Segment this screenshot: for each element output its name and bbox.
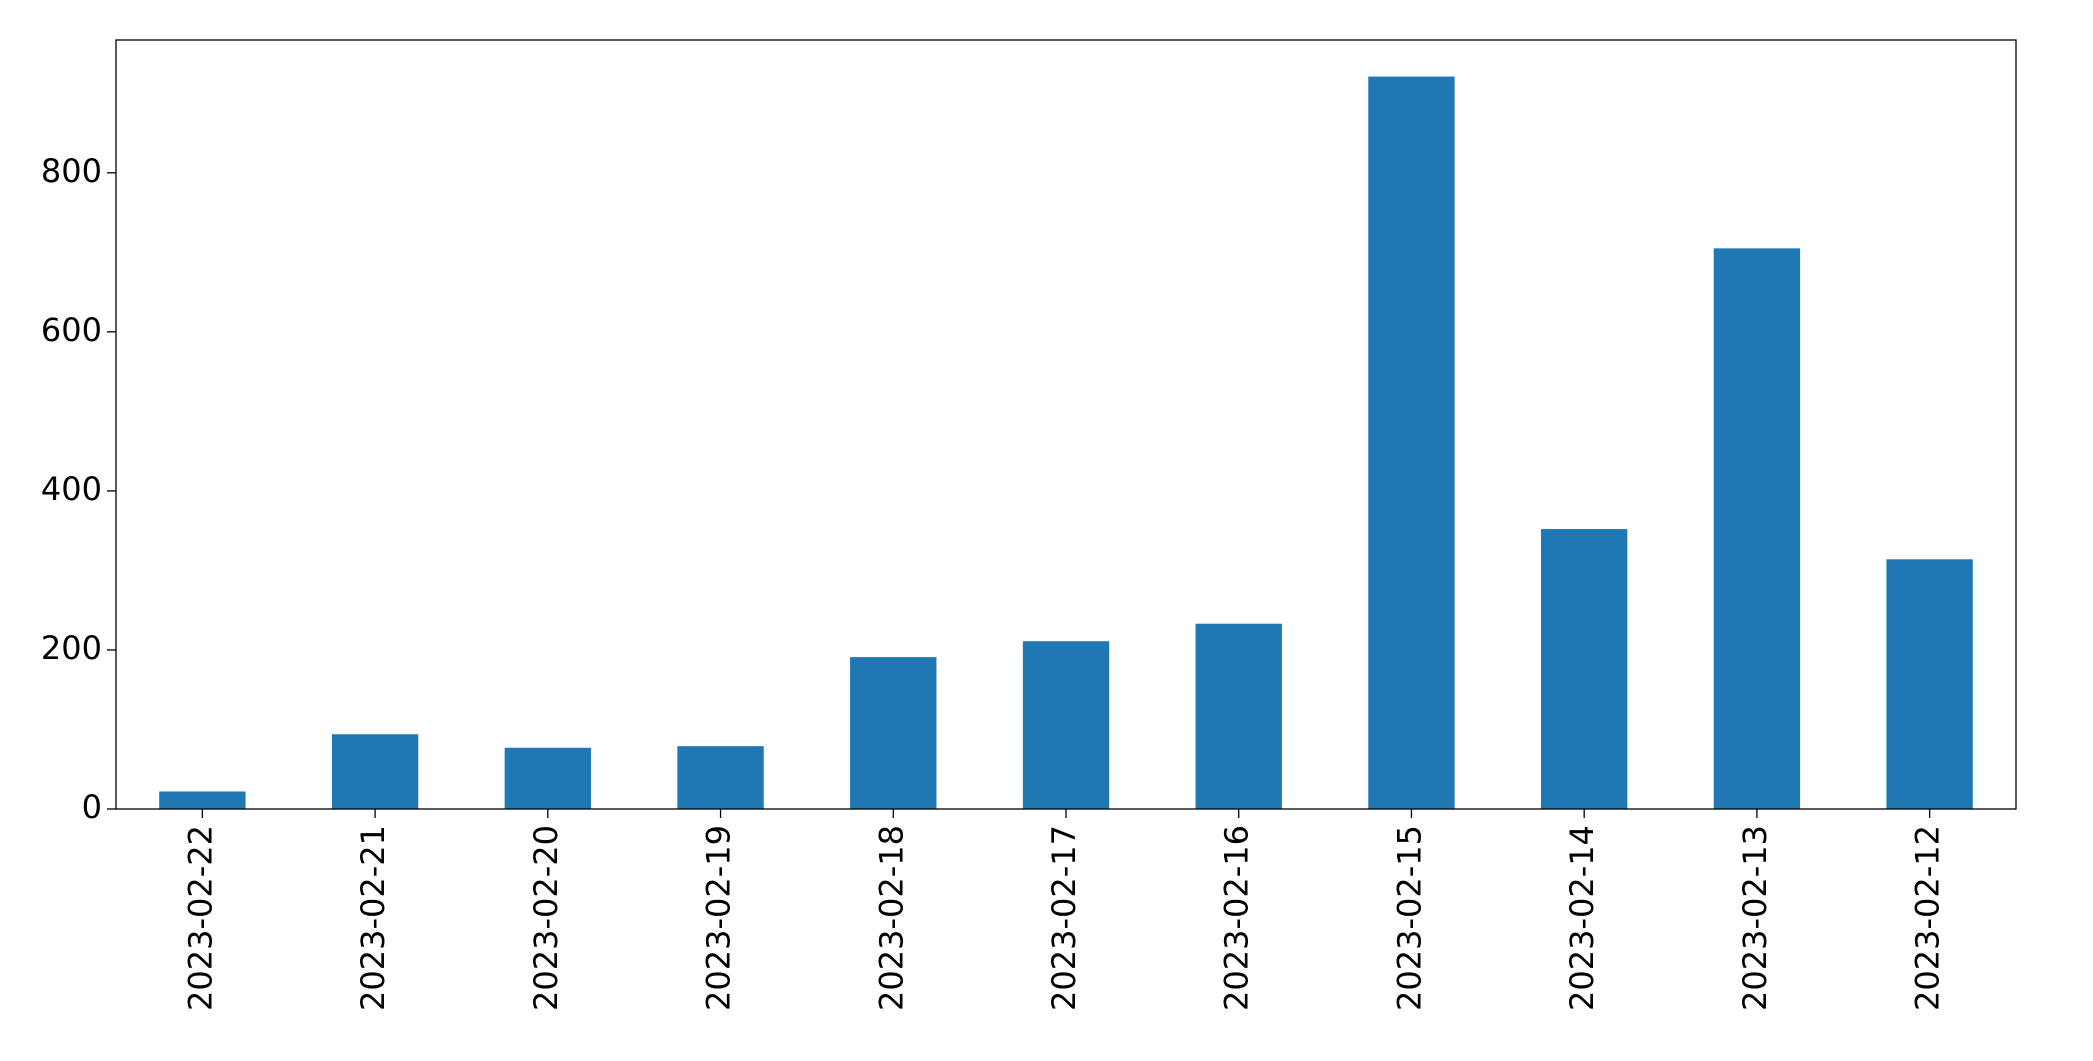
y-tick-label: 200 <box>41 629 102 667</box>
bar <box>677 746 764 809</box>
y-tick-label: 400 <box>41 470 102 508</box>
x-tick-label: 2023-02-19 <box>700 825 738 1011</box>
x-tick-label: 2023-02-16 <box>1218 825 1256 1011</box>
x-tick-label: 2023-02-21 <box>354 825 392 1011</box>
plot-frame <box>115 39 2017 810</box>
bar <box>159 791 246 809</box>
x-tick-label: 2023-02-17 <box>1045 825 1083 1011</box>
x-tick-label: 2023-02-20 <box>527 825 565 1011</box>
bar <box>331 734 419 809</box>
bar <box>1022 641 1110 809</box>
bar <box>1886 559 1973 809</box>
y-tick-label: 800 <box>41 152 102 190</box>
bar <box>1713 248 1801 810</box>
bar <box>850 657 937 809</box>
y-tick-label: 600 <box>41 311 102 349</box>
y-tick-label: 0 <box>82 788 102 826</box>
bar <box>1195 623 1282 809</box>
x-tick-label: 2023-02-18 <box>872 825 910 1011</box>
bar <box>504 747 591 809</box>
bar <box>1368 76 1455 809</box>
x-tick-label: 2023-02-14 <box>1563 825 1601 1011</box>
x-tick-label: 2023-02-12 <box>1909 825 1947 1011</box>
x-tick-label: 2023-02-22 <box>181 825 219 1011</box>
x-tick-label: 2023-02-13 <box>1736 825 1774 1011</box>
bar <box>1541 529 1628 809</box>
x-tick-label: 2023-02-15 <box>1390 825 1428 1011</box>
